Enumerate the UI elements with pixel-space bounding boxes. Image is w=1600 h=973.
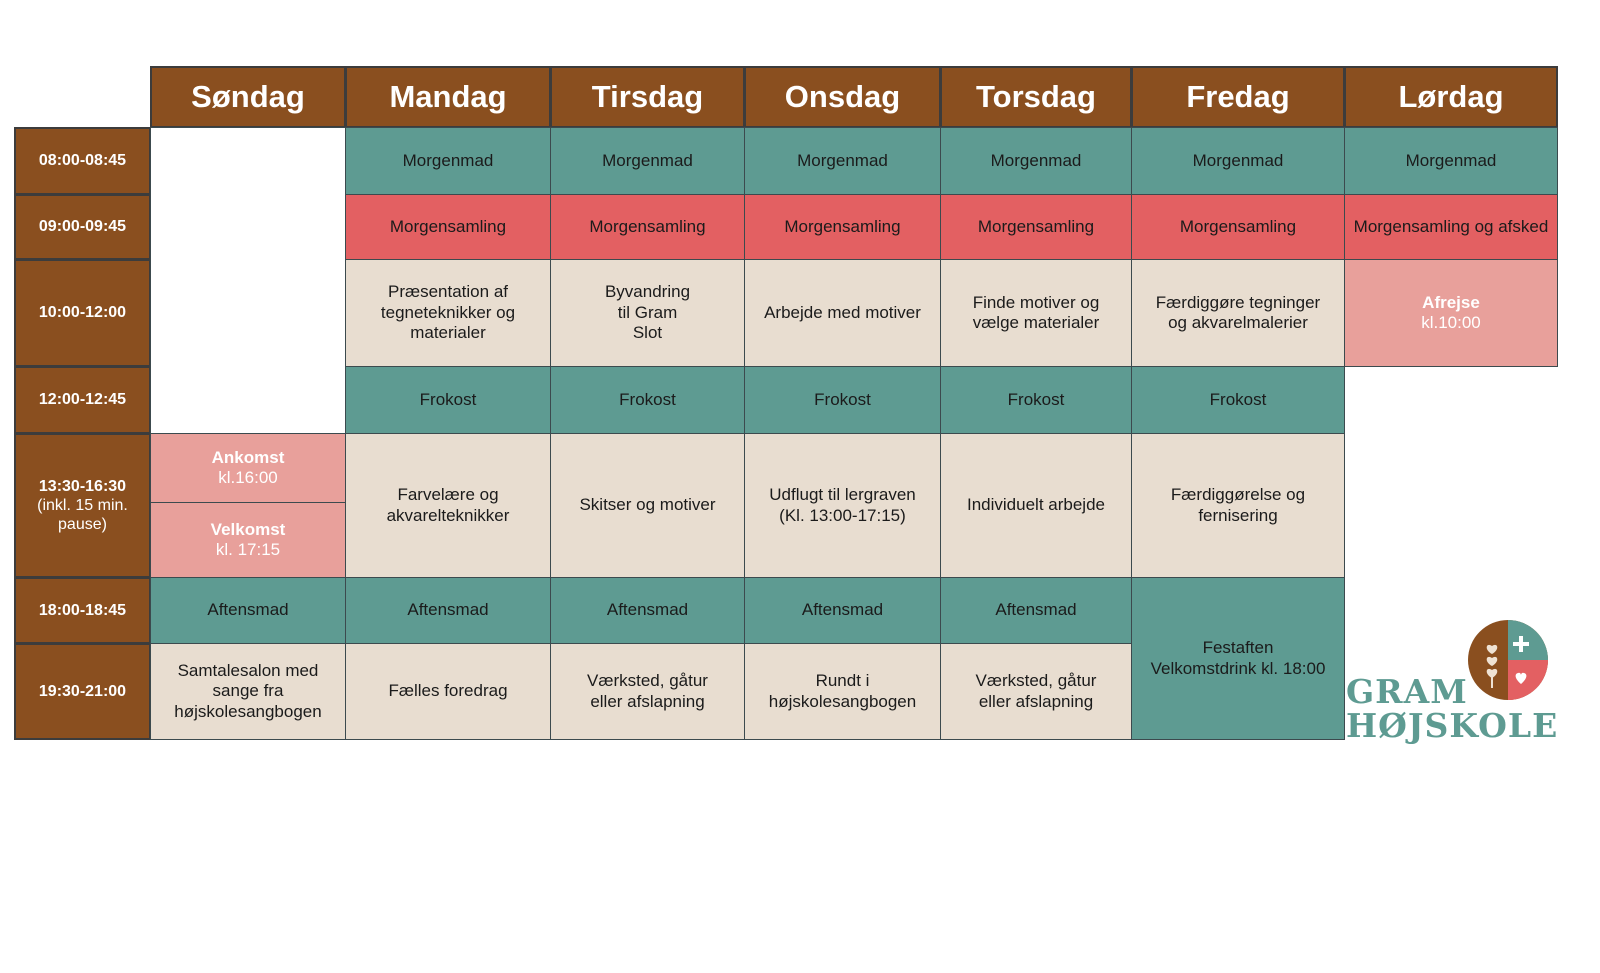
time-1330-label: 13:30-16:30 [38,477,127,495]
sondag-aftensmad: Aftensmad [150,577,346,644]
mandag-eve: Fælles foredrag [345,643,551,740]
header-lordag: Lørdag [1344,66,1558,128]
sondag-eve: Samtalesalon med sange fra højskolesangb… [150,643,346,740]
header-torsdag: Torsdag [940,66,1132,128]
afrejse-time: kl.10:00 [1421,313,1481,332]
ankomst-time: kl.16:00 [218,468,278,487]
sondag-empty [150,127,346,434]
fredag-morgensamling: Morgensamling [1131,194,1345,260]
time-0800: 08:00-08:45 [14,127,151,195]
tirsdag-am: Byvandring til Gram Slot [550,259,745,367]
fredag-festaften: Festaften Velkomstdrink kl. 18:00 [1131,577,1345,740]
sondag-velkomst: Velkomst kl. 17:15 [150,502,346,578]
header-fredag: Fredag [1131,66,1345,128]
tirsdag-eve: Værksted, gåtur eller afslapning [550,643,745,740]
tirsdag-pm: Skitser og motiver [550,433,745,578]
logo-text-hojskole: HØJSKOLE [1346,706,1559,745]
time-1930: 19:30-21:00 [14,643,151,740]
tirsdag-aftensmad: Aftensmad [550,577,745,644]
onsdag-frokost: Frokost [744,366,941,434]
torsdag-morgensamling: Morgensamling [940,194,1132,260]
gram-hojskole-logo: GRAM HØJSKOLE [1346,618,1559,748]
fredag-morgenmad: Morgenmad [1131,127,1345,195]
logo-emblem-icon [1468,620,1548,700]
tirsdag-frokost: Frokost [550,366,745,434]
mandag-morgenmad: Morgenmad [345,127,551,195]
sondag-ankomst: Ankomst kl.16:00 [150,433,346,503]
mandag-morgensamling: Morgensamling [345,194,551,260]
torsdag-pm: Individuelt arbejde [940,433,1132,578]
torsdag-am: Finde motiver og vælge materialer [940,259,1132,367]
mandag-aftensmad: Aftensmad [345,577,551,644]
header-sondag: Søndag [150,66,346,128]
torsdag-frokost: Frokost [940,366,1132,434]
fredag-pm: Færdiggørelse og fernisering [1131,433,1345,578]
header-tirsdag: Tirsdag [550,66,745,128]
onsdag-am: Arbejde med motiver [744,259,941,367]
ankomst-title: Ankomst [211,447,285,467]
time-1200: 12:00-12:45 [14,366,151,434]
tirsdag-morgenmad: Morgenmad [550,127,745,195]
fredag-am: Færdiggøre tegninger og akvarelmalerier [1131,259,1345,367]
fredag-frokost: Frokost [1131,366,1345,434]
mandag-am: Præsentation af tegneteknikker og materi… [345,259,551,367]
udflugt-title: Udflugt til lergraven [769,485,916,505]
velkomst-time: kl. 17:15 [215,540,281,559]
time-1330-note: (inkl. 15 min. pause) [37,496,128,534]
lordag-morgensamling: Morgensamling og afsked [1344,194,1558,260]
mandag-pm: Farvelære og akvarelteknikker [345,433,551,578]
lordag-afrejse: Afrejse kl.10:00 [1344,259,1558,367]
festaften-title: Festaften [1202,638,1274,658]
lordag-morgenmad: Morgenmad [1344,127,1558,195]
time-0900: 09:00-09:45 [14,194,151,260]
tirsdag-morgensamling: Morgensamling [550,194,745,260]
festaften-sub: Velkomstdrink kl. 18:00 [1150,658,1326,678]
onsdag-pm: Udflugt til lergraven (Kl. 13:00-17:15) [744,433,941,578]
onsdag-eve: Rundt i højskolesangbogen [744,643,941,740]
afrejse-title: Afrejse [1422,292,1480,312]
time-1000: 10:00-12:00 [14,259,151,367]
time-1330: 13:30-16:30 (inkl. 15 min. pause) [14,433,151,578]
udflugt-time: (Kl. 13:00-17:15) [779,505,906,525]
time-1800: 18:00-18:45 [14,577,151,644]
onsdag-morgensamling: Morgensamling [744,194,941,260]
velkomst-title: Velkomst [210,519,286,539]
header-mandag: Mandag [345,66,551,128]
mandag-frokost: Frokost [345,366,551,434]
torsdag-morgenmad: Morgenmad [940,127,1132,195]
torsdag-aftensmad: Aftensmad [940,577,1132,644]
header-onsdag: Onsdag [744,66,941,128]
logo-text-gram: GRAM [1346,672,1468,711]
onsdag-morgenmad: Morgenmad [744,127,941,195]
onsdag-aftensmad: Aftensmad [744,577,941,644]
torsdag-eve: Værksted, gåtur eller afslapning [940,643,1132,740]
